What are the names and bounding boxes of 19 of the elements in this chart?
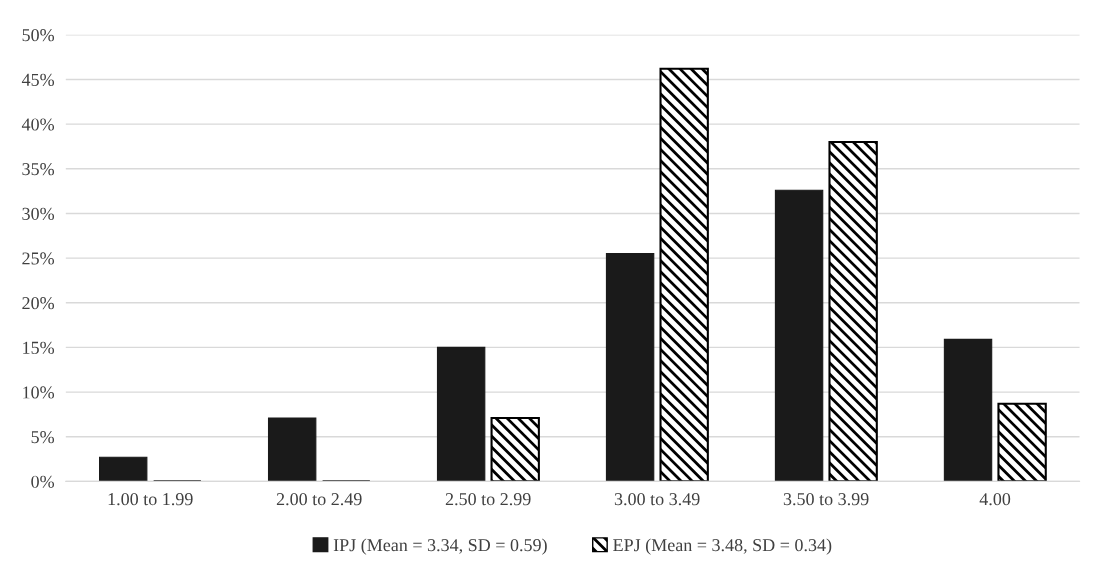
y-tick-label: 35% — [22, 163, 55, 176]
x-tick-label: 3.00 to 3.49 — [614, 493, 700, 506]
y-tick-label: 30% — [22, 207, 55, 220]
x-tick-label: 4.00 — [979, 493, 1011, 506]
y-tick-label: 20% — [22, 297, 55, 310]
x-tick-label: 2.00 to 2.49 — [276, 493, 362, 506]
y-tick-label: 50% — [22, 29, 55, 42]
y-tick-label: 45% — [21, 73, 55, 86]
y-tick-label: 25% — [22, 252, 55, 265]
x-tick-label: 2.50 to 2.99 — [445, 493, 531, 506]
y-tick-label: 40% — [21, 118, 55, 131]
x-tick-label: 1.00 to 1.99 — [108, 493, 193, 506]
x-tick-label: 3.50 to 3.99 — [783, 493, 869, 506]
y-tick-label: 10% — [23, 386, 55, 399]
legend-label: IPJ (Mean = 3.34, SD = 0.59) — [333, 538, 547, 555]
y-tick-label: 0% — [31, 475, 55, 488]
y-tick-label: 15% — [23, 341, 55, 354]
y-tick-label: 5% — [31, 431, 55, 444]
legend-label: EPJ (Mean = 3.48, SD = 0.34) — [613, 538, 832, 555]
